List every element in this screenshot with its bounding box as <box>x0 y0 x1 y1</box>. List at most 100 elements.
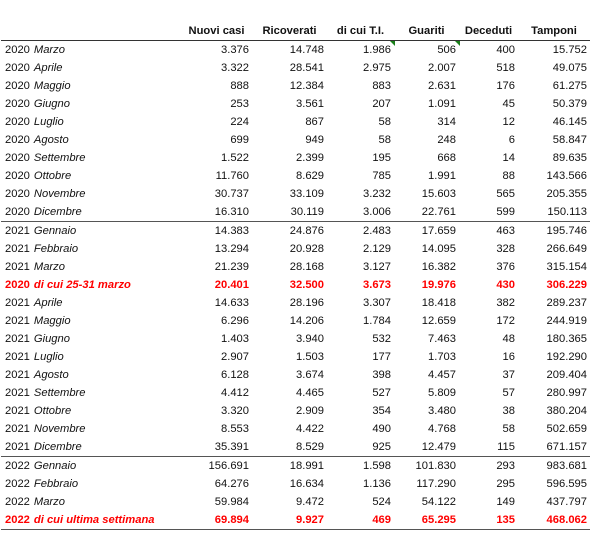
cell-value: 16.310 <box>214 206 249 218</box>
cell-value: 32.500 <box>289 279 324 291</box>
cell-value: 38 <box>502 405 515 417</box>
cell-value: 143.566 <box>546 170 587 182</box>
header-nuovi-casi: Nuovi casi <box>181 2 252 41</box>
cell-nuovi-casi: 14.383 <box>181 222 252 241</box>
cell-value: 16 <box>502 351 515 363</box>
cell-value: 266.649 <box>546 243 587 255</box>
month-label: Luglio <box>33 351 64 363</box>
month-label: Marzo <box>33 44 65 56</box>
period-cell: 2021 Giugno <box>1 330 181 348</box>
cell-value: 463 <box>496 225 515 237</box>
cell-value: 4.465 <box>296 387 324 399</box>
cell-ricoverati: 28.168 <box>252 258 327 276</box>
cell-deceduti: 400 <box>459 41 518 60</box>
cell-value: 192.290 <box>546 351 587 363</box>
cell-deceduti: 172 <box>459 312 518 330</box>
cell-value: 306.229 <box>546 279 587 291</box>
month-label: Novembre <box>33 423 86 435</box>
period-cell: 2021 Maggio <box>1 312 181 330</box>
cell-value: 101.830 <box>415 460 456 472</box>
cell-value: 2.483 <box>363 225 391 237</box>
cell-value: 3.320 <box>221 405 249 417</box>
year-label: 2020 <box>5 206 30 218</box>
cell-guariti: 668 <box>394 149 459 167</box>
cell-value: 21.239 <box>214 261 249 273</box>
table-row: 2020 Giugno 253 3.561 207 1.091 45 50.379 <box>1 95 590 113</box>
cell-ricoverati: 867 <box>252 113 327 131</box>
cell-ricoverati: 12.384 <box>252 77 327 95</box>
cell-deceduti: 430 <box>459 276 518 294</box>
cell-value: 280.997 <box>546 387 587 399</box>
month-label: Maggio <box>33 315 71 327</box>
cell-nuovi-casi: 2.907 <box>181 348 252 366</box>
cell-terapia-intensiva: 398 <box>327 366 394 384</box>
cell-terapia-intensiva: 195 <box>327 149 394 167</box>
cell-value: 16.382 <box>421 261 456 273</box>
cell-terapia-intensiva: 177 <box>327 348 394 366</box>
cell-nuovi-casi: 3.322 <box>181 59 252 77</box>
cell-value: 3.232 <box>363 188 391 200</box>
cell-comment-indicator-icon <box>390 41 395 46</box>
table-row: 2020 Settembre 1.522 2.399 195 668 14 89.635 <box>1 149 590 167</box>
cell-value: 253 <box>230 98 249 110</box>
cell-ricoverati: 8.629 <box>252 167 327 185</box>
cell-value: 89.635 <box>552 152 587 164</box>
cell-value: 883 <box>372 80 391 92</box>
cell-terapia-intensiva: 527 <box>327 384 394 402</box>
cell-value: 117.290 <box>416 478 456 490</box>
month-label: Maggio <box>33 80 71 92</box>
cell-value: 293 <box>496 460 515 472</box>
cell-deceduti: 565 <box>459 185 518 203</box>
year-label: 2020 <box>5 188 30 200</box>
cell-value: 180.365 <box>546 333 587 345</box>
month-label: di cui ultima settimana <box>33 514 155 526</box>
cell-value: 248 <box>437 134 456 146</box>
cell-value: 6.296 <box>221 315 249 327</box>
cell-value: 1.503 <box>296 351 324 363</box>
cell-ricoverati: 24.876 <box>252 222 327 241</box>
cell-value: 69.894 <box>214 514 249 526</box>
cell-tamponi: 50.379 <box>518 95 590 113</box>
header-guariti: Guariti <box>394 2 459 41</box>
table-row: 2021 Giugno 1.403 3.940 532 7.463 48 180.365 <box>1 330 590 348</box>
cell-value: 1.091 <box>428 98 456 110</box>
month-label: Ottobre <box>33 170 72 182</box>
cell-deceduti: 88 <box>459 167 518 185</box>
cell-value: 33.109 <box>289 188 324 200</box>
cell-value: 11.760 <box>215 170 249 182</box>
cell-deceduti: 176 <box>459 77 518 95</box>
cell-guariti: 19.976 <box>394 276 459 294</box>
cell-ricoverati: 30.119 <box>252 203 327 222</box>
cell-terapia-intensiva: 2.975 <box>327 59 394 77</box>
period-cell: 2020 Dicembre <box>1 203 181 222</box>
cell-terapia-intensiva: 3.673 <box>327 276 394 294</box>
cell-value: 149 <box>496 496 515 508</box>
cell-guariti: 17.659 <box>394 222 459 241</box>
cell-value: 244.919 <box>546 315 587 327</box>
period-cell: 2020 Marzo <box>1 41 181 60</box>
cell-value: 2.907 <box>221 351 249 363</box>
cell-nuovi-casi: 6.128 <box>181 366 252 384</box>
month-label: di cui 25-31 marzo <box>33 279 131 291</box>
cell-terapia-intensiva: 883 <box>327 77 394 95</box>
period-cell: 2020 Aprile <box>1 59 181 77</box>
cell-value: 354 <box>372 405 391 417</box>
cell-value: 17.659 <box>421 225 456 237</box>
cell-tamponi: 61.275 <box>518 77 590 95</box>
cell-value: 19.976 <box>421 279 456 291</box>
cell-value: 12.659 <box>421 315 456 327</box>
cell-tamponi: 150.113 <box>518 203 590 222</box>
cell-value: 3.006 <box>363 206 391 218</box>
cell-value: 437.797 <box>546 496 587 508</box>
year-label: 2021 <box>5 243 30 255</box>
cell-deceduti: 135 <box>459 511 518 530</box>
period-cell: 2021 Ottobre <box>1 402 181 420</box>
year-label: 2020 <box>5 44 30 56</box>
cell-ricoverati: 949 <box>252 131 327 149</box>
header-row: Nuovi casi Ricoverati di cui T.I. Guarit… <box>1 2 590 41</box>
month-label: Giugno <box>33 98 70 110</box>
year-label: 2021 <box>5 261 30 273</box>
table-row: 2021 Febbraio 13.294 20.928 2.129 14.095 328 26… <box>1 240 590 258</box>
cell-value: 12.479 <box>421 441 456 453</box>
cell-value: 205.355 <box>546 188 587 200</box>
